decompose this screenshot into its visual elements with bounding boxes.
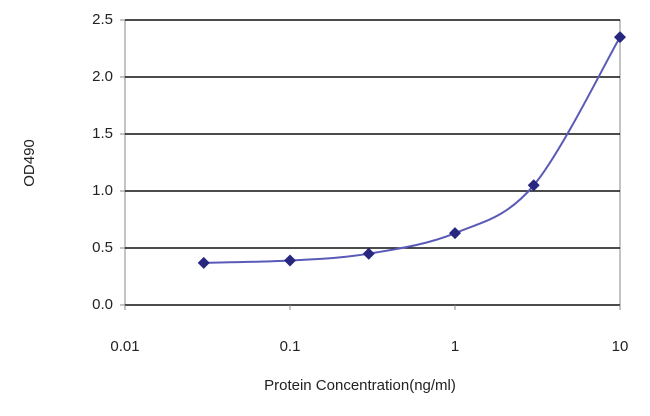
data-point (449, 227, 461, 240)
y-axis-label: OD490 (21, 139, 38, 187)
y-tick-label: 0.5 (92, 239, 113, 256)
data-point (527, 179, 540, 192)
y-tick-label: 1.5 (92, 125, 113, 142)
data-line (203, 36, 621, 264)
x-tick-label: 10 (612, 338, 629, 355)
data-point (614, 31, 626, 44)
x-tick-label: 1 (451, 338, 459, 355)
y-tick-label: 1.0 (92, 182, 113, 199)
y-tick-label: 0.0 (92, 296, 113, 313)
x-tick-label: 0.1 (280, 338, 301, 355)
x-axis-label: Protein Concentration(ng/ml) (264, 377, 456, 394)
data-point (197, 256, 210, 269)
y-tick-label: 2.0 (92, 68, 113, 85)
data-point (362, 247, 375, 260)
y-tick-label: 2.5 (92, 11, 113, 28)
x-tick-label: 0.01 (110, 338, 139, 355)
data-point (284, 254, 296, 267)
